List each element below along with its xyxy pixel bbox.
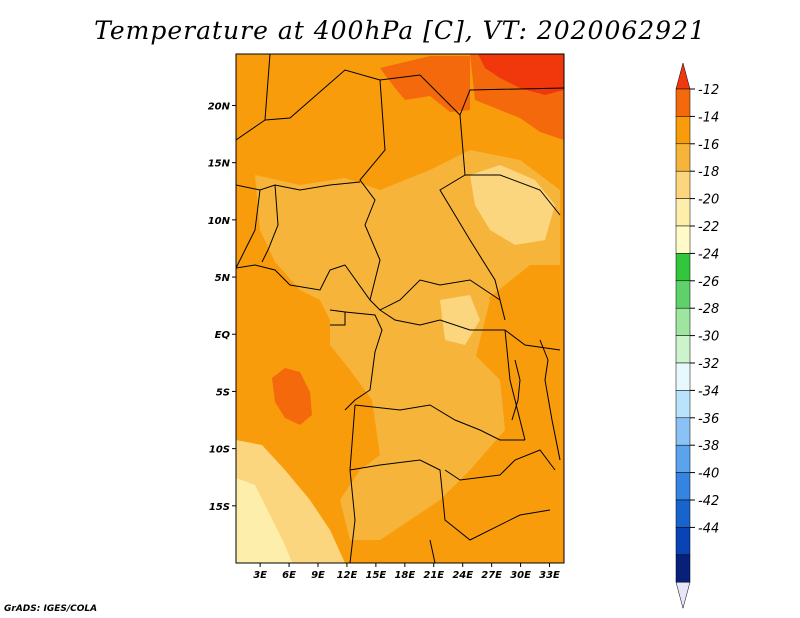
colorbar-swatch [675,170,691,199]
colorbar-swatch [675,417,691,446]
lon-tick-label: 3E [253,570,267,581]
lat-tick-label: 20N [208,101,231,112]
colorbar-swatch [675,280,691,309]
colorbar-label: -16 [698,138,719,153]
cool-east-patch [470,165,555,245]
colorbar-label: -32 [698,357,719,372]
lon-tick-label: 18E [394,570,415,581]
lat-tick-label: EQ [215,330,231,341]
hottest-northeast-region [478,54,564,95]
colorbar-swatch [675,307,691,336]
credit-label: GrADS: IGES/COLA [4,604,98,614]
colorbar-swatch [675,198,691,227]
lon-tick-label: 6E [282,570,296,581]
lon-tick-label: 9E [311,570,325,581]
colorbar-swatch [675,444,691,473]
lat-tick-label: 10N [208,216,231,227]
lon-tick-label: 27E [481,570,502,581]
lat-tick-label: 15S [209,502,230,513]
colorbar-swatch [675,390,691,419]
colorbar-label: -44 [698,521,719,536]
colorbar-label: -38 [698,439,719,454]
colorbar-label: -18 [698,165,719,180]
map-frame [235,53,565,564]
warm-southeast-region [440,300,564,563]
colorbar-swatch [675,253,691,282]
colorbar-swatch [675,335,691,364]
colorbar-label: -40 [698,467,719,482]
colorbar-label: -12 [698,83,719,98]
axis-ticks [232,104,551,567]
lon-tick-label: 33E [539,570,560,581]
colorbar-swatch [675,527,691,556]
longitude-labels: 3E 6E 9E 12E 15E 18E 21E 24E 27E 30E 33E [253,570,560,581]
colorbar-top-arrow [675,62,691,90]
hot-spot-atlantic [272,368,312,425]
latitude-labels: 20N 15N 10N 5N EQ 5S 10S 15S [208,101,231,512]
lon-tick-label: 30E [510,570,531,581]
cool-central-patch-2 [440,295,480,345]
lon-tick-label: 24E [452,570,473,581]
lat-tick-label: 5N [215,273,231,284]
lat-tick-label: 15N [208,159,231,170]
lat-tick-label: 5S [216,387,230,398]
colorbar-label: -34 [698,384,719,399]
colorbar-swatch [675,472,691,501]
country-borders [236,54,564,563]
colorbar-label: -42 [698,494,719,509]
colorbar-swatch [675,116,691,145]
hot-north-region [380,56,470,112]
colorbar-label: -36 [698,412,719,427]
colorbar-swatch [675,499,691,528]
lon-tick-label: 21E [423,570,444,581]
colorbar-label: -26 [698,275,719,290]
colorbar-label: -24 [698,247,719,262]
cool-central-patch [372,250,490,430]
colorbar-label: -22 [698,220,719,235]
page-title: Temperature at 400hPa [C], VT: 202006292… [94,16,706,45]
colorbar-swatch [675,88,691,117]
colorbar-label: -28 [698,302,719,317]
colorbar-bottom-arrow [675,581,691,610]
colorbar-swatch [675,362,691,391]
colorbar-swatch [675,225,691,254]
colorbar-label: -30 [698,330,719,345]
lon-tick-label: 12E [337,570,358,581]
lat-tick-label: 10S [209,445,230,456]
colorbar-label: -20 [698,193,719,208]
lon-tick-label: 15E [366,570,387,581]
colorbar-swatch [675,143,691,172]
colorbar-label: -14 [698,110,719,125]
coolest-southwest-region [236,478,292,563]
colorbar-swatch [675,554,691,583]
